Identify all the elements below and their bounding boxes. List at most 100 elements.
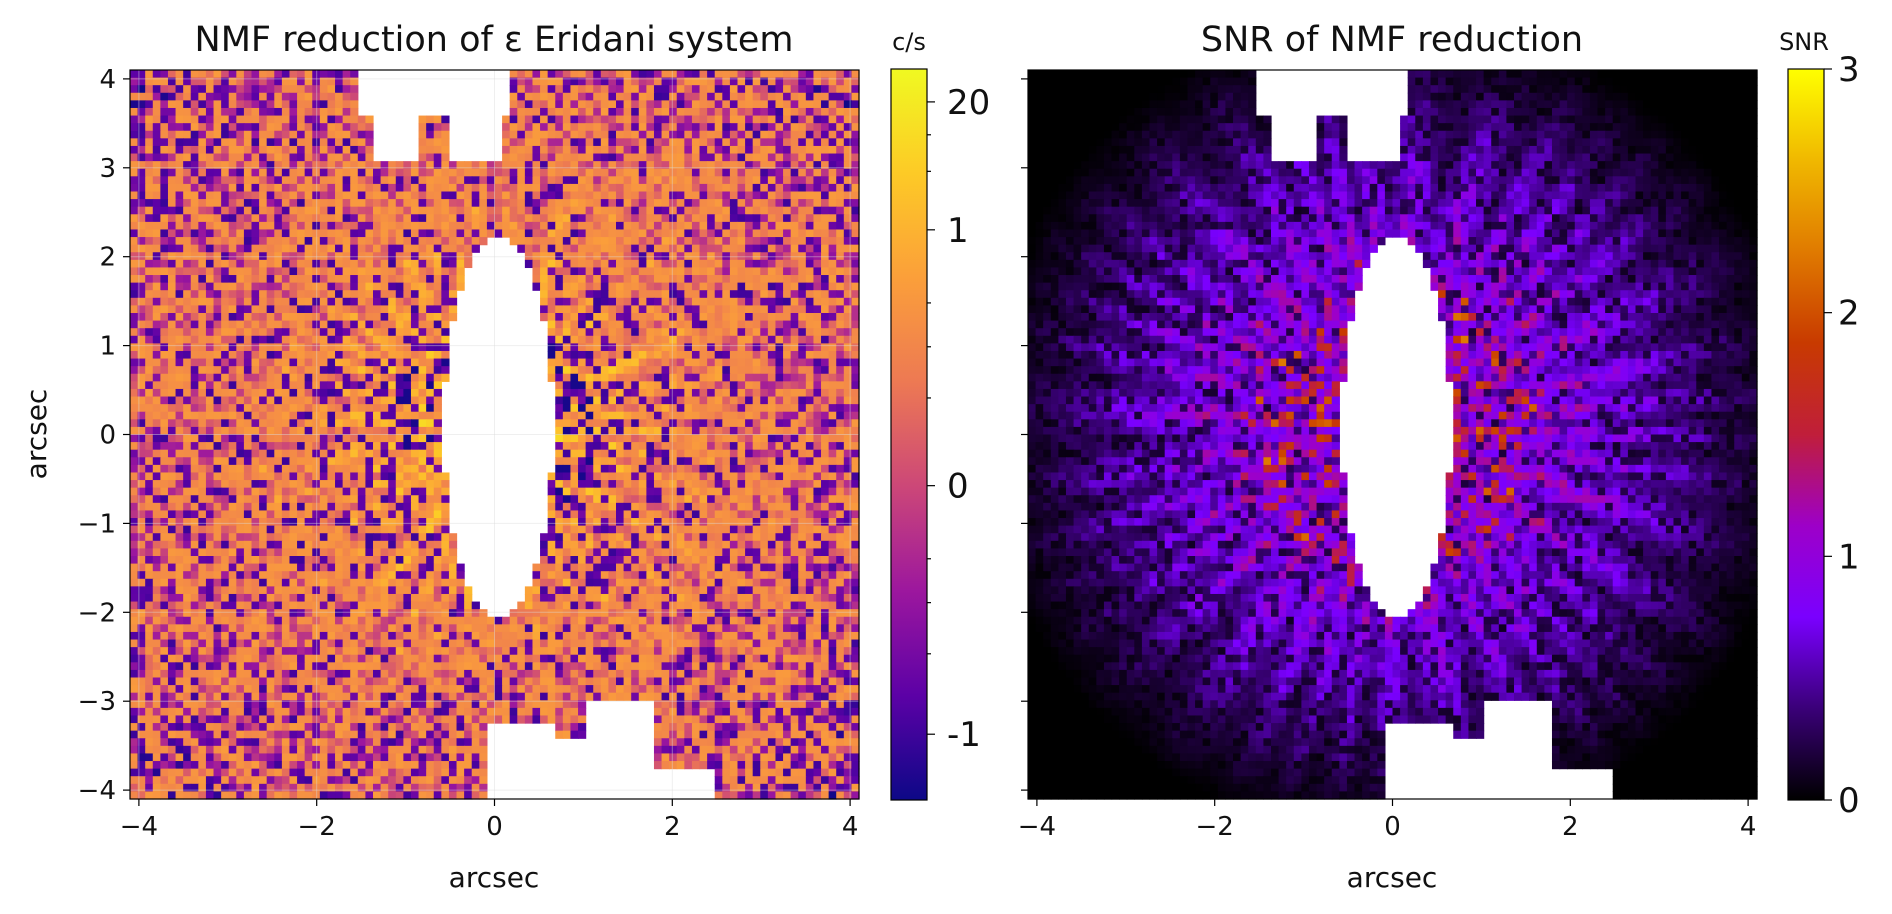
- heatmap-cell: [251, 396, 260, 405]
- heatmap-cell: [691, 282, 701, 291]
- heatmap-cell: [691, 168, 701, 177]
- heatmap-cell: [312, 275, 321, 284]
- heatmap-cell: [198, 70, 207, 79]
- heatmap-cell: [722, 328, 731, 337]
- heatmap-cell: [137, 328, 146, 337]
- heatmap-cell: [145, 191, 154, 200]
- heatmap-cell: [608, 442, 617, 451]
- heatmap-cell: [350, 130, 359, 139]
- heatmap-cell: [775, 85, 784, 94]
- heatmap-cell: [532, 275, 541, 284]
- heatmap-cell: [638, 267, 647, 276]
- heatmap-cell: [843, 130, 852, 139]
- heatmap-cell: [266, 419, 275, 428]
- heatmap-cell: [395, 275, 404, 284]
- heatmap-cell: [752, 183, 761, 193]
- heatmap-cell: [410, 495, 420, 504]
- heatmap-cell: [790, 404, 799, 413]
- heatmap-cell: [243, 100, 253, 109]
- heatmap-cell: [312, 237, 321, 246]
- heatmap-cell: [532, 244, 541, 253]
- heatmap-cell: [722, 214, 731, 223]
- heatmap-cell: [395, 259, 404, 269]
- heatmap-cell: [274, 350, 283, 360]
- heatmap-cell: [547, 335, 556, 344]
- heatmap-cell: [190, 168, 199, 177]
- heatmap-cell: [130, 130, 139, 139]
- heatmap-cell: [661, 123, 670, 132]
- heatmap-cell: [464, 237, 473, 246]
- heatmap-cell: [319, 176, 329, 185]
- heatmap-cell: [335, 229, 344, 238]
- heatmap-cell: [699, 290, 708, 299]
- heatmap-cell: [130, 92, 139, 101]
- heatmap-cell: [388, 168, 397, 177]
- heatmap-cell: [638, 214, 647, 223]
- heatmap-cell: [631, 123, 640, 132]
- heatmap-cell: [813, 297, 822, 306]
- heatmap-cell: [790, 229, 799, 238]
- heatmap-cell: [593, 183, 602, 193]
- heatmap-cell: [190, 320, 199, 329]
- heatmap-cell: [213, 145, 222, 155]
- heatmap-cell: [205, 373, 215, 382]
- heatmap-cell: [608, 472, 617, 481]
- heatmap-cell: [259, 252, 268, 261]
- heatmap-cell: [312, 358, 321, 367]
- heatmap-cell: [562, 206, 572, 215]
- heatmap-cell: [259, 335, 268, 344]
- heatmap-cell: [274, 502, 283, 512]
- heatmap-cell: [775, 495, 784, 504]
- heatmap-cell: [600, 472, 609, 481]
- heatmap-cell: [319, 145, 329, 155]
- heatmap-cell: [608, 480, 617, 489]
- heatmap-cell: [266, 434, 275, 443]
- heatmap-cell: [152, 305, 161, 314]
- heatmap-cell: [616, 252, 625, 261]
- heatmap-cell: [616, 123, 625, 132]
- heatmap-cell: [486, 214, 496, 223]
- heatmap-cell: [851, 130, 860, 139]
- heatmap-cell: [266, 449, 275, 458]
- heatmap-cell: [760, 145, 769, 155]
- heatmap-cell: [646, 358, 655, 367]
- heatmap-cell: [228, 191, 237, 200]
- heatmap-cell: [843, 313, 852, 322]
- heatmap-cell: [395, 199, 404, 208]
- heatmap-cell: [691, 434, 701, 443]
- heatmap-cell: [714, 388, 723, 398]
- heatmap-cell: [160, 449, 169, 458]
- heatmap-cell: [745, 145, 754, 155]
- heatmap-cell: [843, 275, 852, 284]
- heatmap-cell: [653, 480, 663, 489]
- heatmap-cell: [631, 464, 640, 474]
- heatmap-cell: [600, 115, 609, 124]
- heatmap-cell: [145, 176, 154, 185]
- heatmap-cell: [175, 502, 184, 512]
- heatmap-cell: [395, 267, 404, 276]
- heatmap-cell: [813, 183, 822, 193]
- heatmap-cell: [456, 252, 465, 261]
- heatmap-cell: [433, 328, 442, 337]
- heatmap-cell: [547, 237, 556, 246]
- heatmap-cell: [631, 244, 640, 253]
- heatmap-cell: [304, 434, 313, 443]
- heatmap-cell: [388, 350, 397, 360]
- heatmap-cell: [828, 237, 837, 246]
- heatmap-cell: [380, 320, 389, 329]
- heatmap-cell: [137, 244, 146, 253]
- heatmap-cell: [251, 495, 260, 504]
- heatmap-cell: [593, 297, 602, 306]
- heatmap-cell: [745, 404, 754, 413]
- heatmap-cell: [297, 305, 306, 314]
- heatmap-cell: [403, 282, 412, 291]
- heatmap-cell: [130, 502, 139, 512]
- heatmap-cell: [213, 85, 222, 94]
- heatmap-cell: [798, 388, 807, 398]
- heatmap-cell: [653, 404, 663, 413]
- heatmap-cell: [775, 252, 784, 261]
- heatmap-cell: [722, 130, 731, 139]
- heatmap-cell: [540, 85, 549, 94]
- heatmap-cell: [312, 130, 321, 139]
- heatmap-cell: [722, 282, 731, 291]
